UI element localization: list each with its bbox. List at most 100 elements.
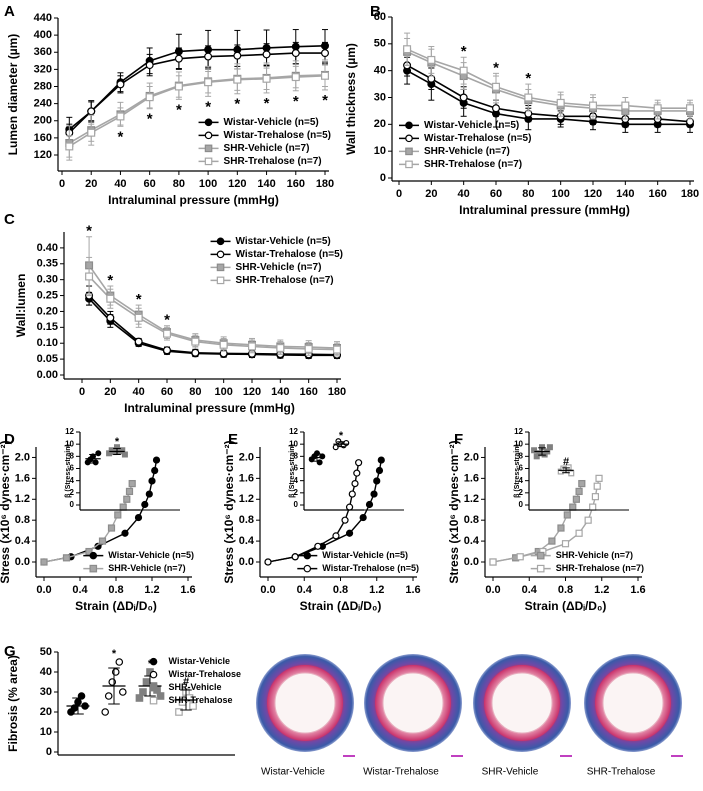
annotation: * xyxy=(525,70,531,87)
data-point xyxy=(65,142,74,151)
data-point xyxy=(489,558,497,566)
data-point xyxy=(111,449,118,456)
data-point xyxy=(85,272,94,281)
annotation: * xyxy=(264,95,270,112)
panel-label: D xyxy=(4,431,15,448)
y-tick-label: 0 xyxy=(380,172,386,184)
x-tick-label: 60 xyxy=(490,188,502,200)
y-tick-label: 440 xyxy=(34,12,52,24)
x-tick-label: 80 xyxy=(173,178,185,190)
x-tick-label: 100 xyxy=(551,188,569,200)
data-point xyxy=(219,340,228,349)
y-tick-label: 0 xyxy=(519,500,524,509)
data-point xyxy=(116,80,125,89)
y-tick-label: 0.0 xyxy=(239,556,254,568)
legend-label: SHR-Trehalose (n=7) xyxy=(236,275,334,286)
legend-marker xyxy=(204,131,213,140)
y-tick-label: 8 xyxy=(294,451,299,460)
x-tick-label: 160 xyxy=(299,386,317,398)
error-bar xyxy=(72,697,84,715)
data-point xyxy=(276,343,285,352)
data-point xyxy=(204,78,213,87)
x-tick-label: 160 xyxy=(648,188,666,200)
vessel-lumen xyxy=(602,672,664,734)
legend-marker xyxy=(216,263,225,272)
y-tick-label: 12 xyxy=(289,427,298,436)
data-point xyxy=(370,490,378,498)
y-tick-label: 1.6 xyxy=(464,472,479,484)
x-tick-label: 60 xyxy=(144,178,156,190)
x-axis-label: Strain (ΔDᵢ/D₀) xyxy=(75,599,157,613)
y-tick-label: 30 xyxy=(374,91,386,103)
legend-marker xyxy=(536,551,545,560)
legend-label: Wistar-Vehicle (n=5) xyxy=(424,120,519,131)
y-tick-label: 10 xyxy=(40,726,52,738)
x-tick-label: 180 xyxy=(328,386,346,398)
y-tick-label: 2 xyxy=(519,488,524,497)
y-tick-label: 1.6 xyxy=(15,472,30,484)
x-tick-label: 0 xyxy=(59,178,65,190)
data-point xyxy=(115,658,124,666)
x-tick-label: 80 xyxy=(189,386,201,398)
histology-image xyxy=(584,654,683,757)
legend-marker xyxy=(89,551,98,560)
legend: SHR-Vehicle (n=7) SHR-Trehalose (n=7) xyxy=(530,550,644,573)
data-point xyxy=(333,345,342,354)
data-point xyxy=(156,692,165,700)
panel-label: F xyxy=(454,431,463,448)
y-axis-label: β (Stress-strain) xyxy=(289,444,296,498)
series-line xyxy=(406,51,690,112)
legend-label: SHR-Vehicle (n=7) xyxy=(424,146,510,157)
legend-marker xyxy=(149,657,158,666)
data-point xyxy=(359,513,367,522)
data-point xyxy=(175,708,183,716)
y-tick-label: 0.15 xyxy=(37,321,58,333)
data-point xyxy=(304,344,313,353)
legend-label: SHR-Trehalose (n=7) xyxy=(224,156,322,167)
y-axis-label: Wall:lumen xyxy=(14,274,28,338)
data-point xyxy=(584,516,592,524)
annotation: * xyxy=(461,43,467,60)
data-point xyxy=(116,112,125,121)
y-tick-label: 400 xyxy=(34,29,52,41)
y-tick-label: 20 xyxy=(374,118,386,130)
series-line xyxy=(492,478,600,563)
data-point xyxy=(351,479,359,488)
data-point xyxy=(163,346,172,355)
legend-marker xyxy=(204,157,213,166)
legend-marker xyxy=(405,147,413,156)
y-tick-label: 1.2 xyxy=(15,493,30,505)
data-point xyxy=(321,71,330,80)
y-tick-label: 0.05 xyxy=(37,353,58,365)
x-tick-label: 180 xyxy=(681,188,699,200)
y-tick-label: 4 xyxy=(519,476,524,485)
legend-label: Wistar-Trehalose (n=5) xyxy=(424,133,531,144)
legend-label: Wistar-Trehalose (n=5) xyxy=(224,130,331,141)
y-tick-label: 2 xyxy=(294,488,299,497)
x-tick-label: 20 xyxy=(104,386,116,398)
data-point xyxy=(459,93,468,102)
annotation: * xyxy=(176,101,182,118)
y-tick-label: 40 xyxy=(40,666,52,678)
y-tick-label: 280 xyxy=(34,80,52,92)
error-bar xyxy=(313,453,321,462)
data-point xyxy=(114,511,122,519)
legend-label: Wistar-Trehalose (n=5) xyxy=(322,563,419,573)
x-tick-label: 0 xyxy=(79,386,85,398)
legend-label: Wistar-Vehicle (n=5) xyxy=(322,550,408,560)
data-point xyxy=(87,128,96,137)
legend-label: SHR-Vehicle (n=7) xyxy=(236,262,322,273)
legend: Wistar-Vehicle (n=5) SHR-Vehicle (n=7) xyxy=(83,550,194,573)
y-axis-label: Lumen diameter (µm) xyxy=(6,34,20,156)
x-tick-label: 1.6 xyxy=(630,584,645,596)
legend-marker xyxy=(405,134,413,143)
x-tick-label: 1.6 xyxy=(180,584,195,596)
x-tick-label: 1.6 xyxy=(405,584,420,596)
legend-marker xyxy=(89,564,98,573)
data-point xyxy=(556,98,565,107)
data-point xyxy=(134,513,143,522)
data-point xyxy=(233,51,242,60)
data-point xyxy=(262,74,271,83)
x-tick-label: 0.8 xyxy=(333,584,348,596)
data-point xyxy=(104,692,113,700)
